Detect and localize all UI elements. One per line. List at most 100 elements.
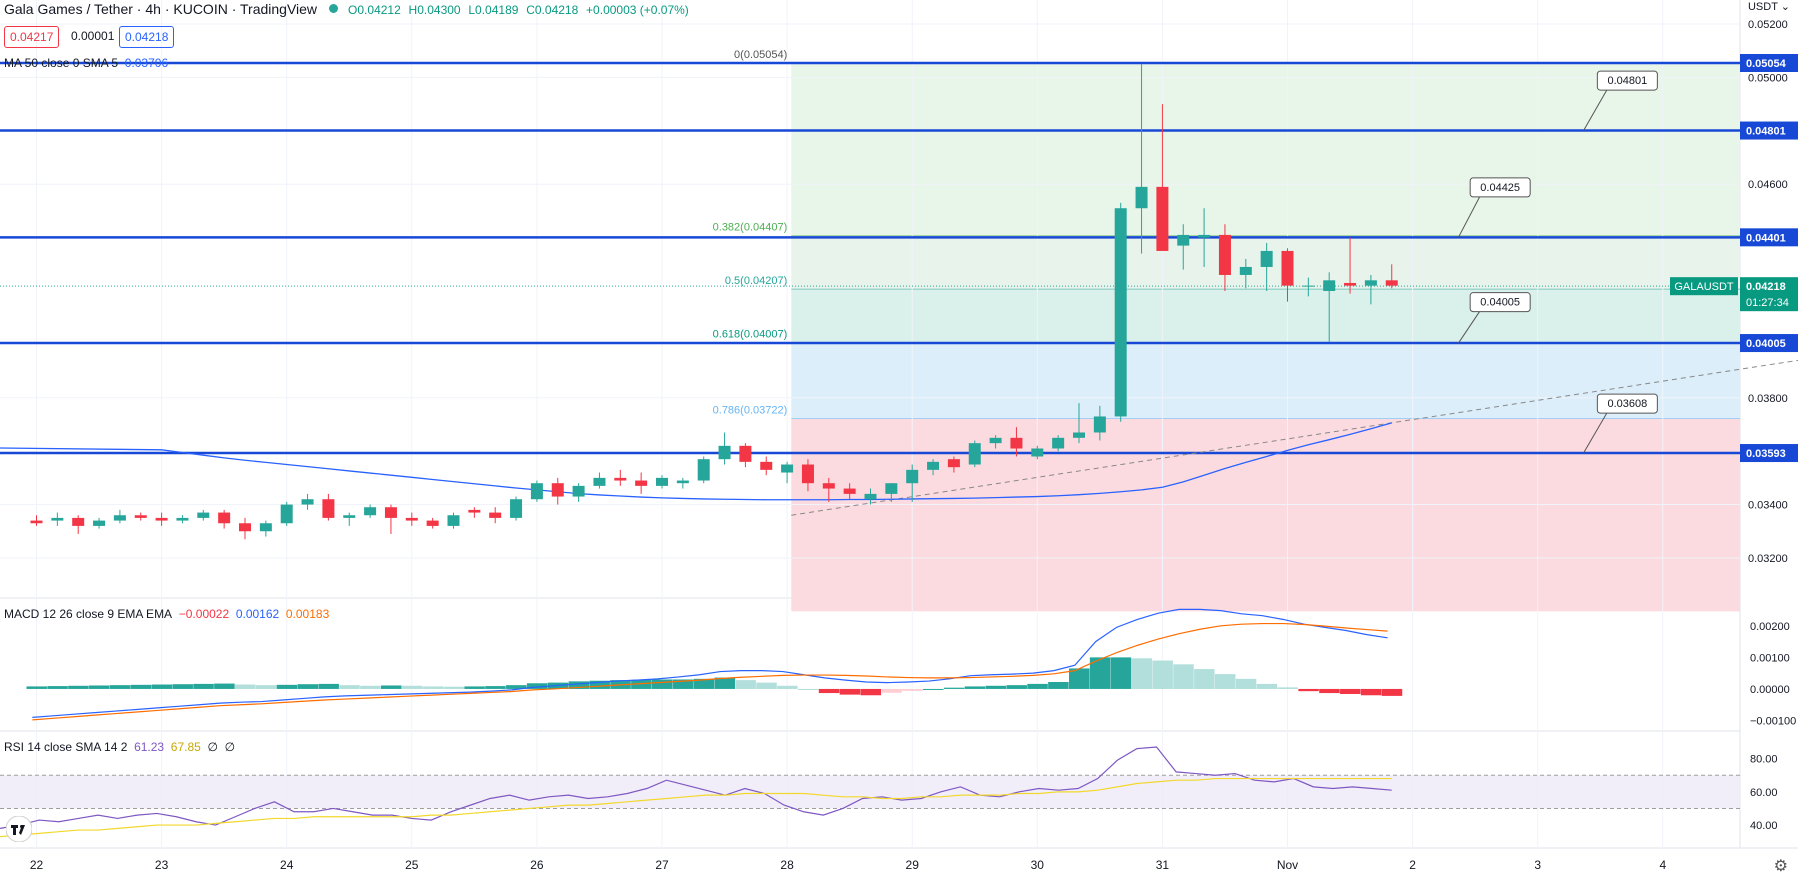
candle-body xyxy=(322,499,335,518)
level-price-tag xyxy=(1740,444,1798,463)
ohlc-close: C0.04218 xyxy=(526,3,579,17)
fib-level-label: 0.786(0.03722) xyxy=(713,405,788,417)
candle-body xyxy=(885,483,898,494)
candle-body xyxy=(801,464,814,484)
macd-histogram-bar xyxy=(1152,660,1173,689)
macd-legend-text: MACD 12 26 close 9 EMA EMA xyxy=(4,607,173,621)
macd-histogram-bar xyxy=(235,684,256,689)
callout-pointer xyxy=(1458,310,1481,344)
candle-body xyxy=(113,515,126,521)
ohlc-low: L0.04189 xyxy=(468,3,519,17)
level-price-tag xyxy=(1740,53,1798,72)
trendline xyxy=(791,359,1798,516)
macd-histogram-bar xyxy=(1298,688,1319,692)
candle-body xyxy=(947,459,960,468)
candle-body xyxy=(1073,432,1085,438)
sell-price-button[interactable]: 0.04217 xyxy=(4,26,60,48)
callout-box xyxy=(1469,292,1531,313)
candle-body xyxy=(676,480,689,484)
level-price-tag xyxy=(1740,334,1798,353)
macd-histogram-bar xyxy=(360,685,381,689)
candle-body xyxy=(593,477,606,486)
rsi-sma-value: 67.85 xyxy=(170,740,201,754)
price-axis-tick: 0.05000 xyxy=(1748,72,1788,84)
macd-histogram-bar xyxy=(1173,664,1194,689)
tradingview-logo-icon[interactable] xyxy=(6,816,32,842)
callout-label: 0.04425 xyxy=(1480,182,1520,194)
level-price-label: 0.04801 xyxy=(1746,126,1786,138)
rsi-legend[interactable]: RSI 14 close SMA 14 2 61.23 67.85 ∅ ∅ xyxy=(4,740,235,754)
price-axis-tick: 0.04600 xyxy=(1748,179,1788,191)
macd-histogram-bar xyxy=(1194,669,1215,689)
candle-body xyxy=(72,517,85,526)
macd-histogram-bar xyxy=(777,685,798,689)
macd-histogram-bar xyxy=(693,678,715,689)
macd-histogram-bar xyxy=(923,688,944,690)
candle-body xyxy=(864,493,877,500)
time-axis-tick: 29 xyxy=(906,858,920,872)
candle-body xyxy=(384,507,397,518)
chart-header: Gala Games / Tether · 4h · KUCOIN · Trad… xyxy=(4,1,689,17)
current-price-label: 0.04218 xyxy=(1746,281,1786,293)
time-axis-tick: 24 xyxy=(280,858,294,872)
macd-histogram-bar xyxy=(297,684,319,689)
candle-body xyxy=(405,517,418,521)
candle-body xyxy=(635,480,648,486)
time-axis-tick: 31 xyxy=(1156,858,1170,872)
macd-histogram-bar xyxy=(89,685,110,689)
time-axis-tick: 3 xyxy=(1534,858,1541,872)
macd-histogram-bar xyxy=(68,685,89,689)
candle-body xyxy=(530,483,543,500)
settings-gear-icon[interactable]: ⚙ xyxy=(1773,858,1788,875)
candle-body xyxy=(551,483,564,497)
macd-histogram-bar xyxy=(672,679,694,689)
time-axis-tick: 25 xyxy=(405,858,419,872)
macd-histogram-bar xyxy=(1256,683,1278,689)
symbol-title[interactable]: Gala Games / Tether · 4h · KUCOIN · Trad… xyxy=(4,1,318,17)
macd-histogram-bar xyxy=(1110,657,1132,689)
macd-histogram-bar xyxy=(1360,688,1382,696)
macd-histogram-bar xyxy=(526,683,548,689)
macd-histogram-bar xyxy=(1006,685,1027,689)
macd-histogram-bar xyxy=(443,686,464,689)
candle-body xyxy=(197,512,210,518)
ohlc-open: O0.04212 xyxy=(348,3,401,17)
currency-selector[interactable]: USDT ⌄ xyxy=(1748,0,1790,13)
ma50-line xyxy=(0,422,1392,501)
macd-histogram-bar xyxy=(26,686,47,689)
candle-body xyxy=(1114,208,1127,417)
macd-histogram-bar xyxy=(714,677,736,689)
macd-histogram-bar xyxy=(568,681,590,689)
rsi-axis-tick: 80.00 xyxy=(1750,754,1778,766)
candle-body xyxy=(572,485,585,497)
symbol-tag-label: GALAUSDT xyxy=(1674,281,1734,293)
buy-price-button[interactable]: 0.04218 xyxy=(119,26,175,48)
candle-body xyxy=(218,512,231,524)
macd-histogram-bar xyxy=(839,688,861,695)
candle-body xyxy=(51,517,64,521)
candle-body xyxy=(259,523,272,532)
candle-body xyxy=(697,459,710,481)
candle-body xyxy=(843,488,856,494)
macd-histogram-bar xyxy=(151,684,173,689)
level-price-tag xyxy=(1740,228,1798,247)
fib-zone xyxy=(791,418,1740,612)
macd-histogram-bar xyxy=(276,684,298,689)
macd-histogram-bar xyxy=(1027,683,1048,689)
ma-legend[interactable]: MA 50 close 0 SMA 5 0.03706 xyxy=(4,56,168,70)
candle-body xyxy=(1364,280,1377,286)
rsi-legend-text: RSI 14 close SMA 14 2 xyxy=(4,740,128,754)
macd-hist-value: −0.00022 xyxy=(178,607,230,621)
macd-axis-tick: 0.00100 xyxy=(1750,652,1790,664)
macd-histogram-bar xyxy=(652,679,673,689)
macd-histogram-bar xyxy=(464,686,485,689)
macd-legend[interactable]: MACD 12 26 close 9 EMA EMA −0.00022 0.00… xyxy=(4,607,329,621)
candle-body xyxy=(927,461,940,470)
candle-body xyxy=(739,445,752,462)
candle-body xyxy=(1385,280,1398,286)
callout-label: 0.04005 xyxy=(1480,297,1520,309)
candle-body xyxy=(468,509,481,513)
candle-body xyxy=(968,443,981,465)
price-axis-tick: 0.03800 xyxy=(1748,393,1788,405)
